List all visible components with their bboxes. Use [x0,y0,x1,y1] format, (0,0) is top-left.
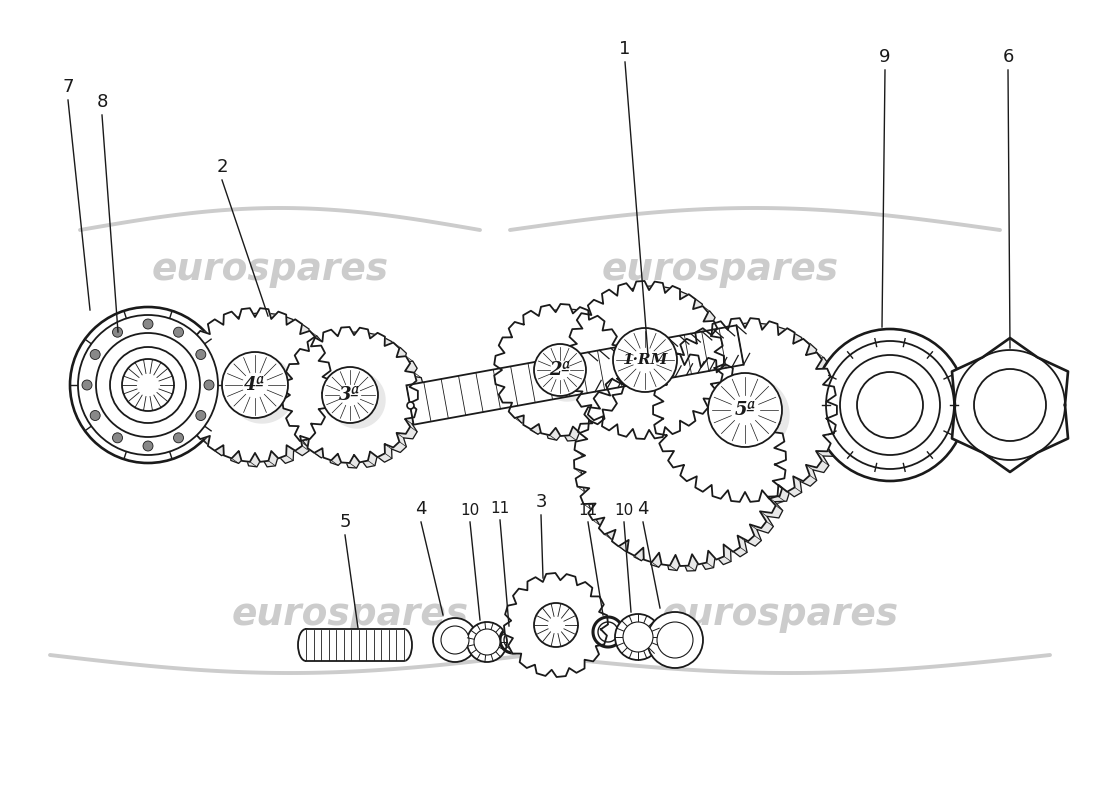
Circle shape [441,626,469,654]
Polygon shape [660,323,844,507]
Text: 4: 4 [416,500,427,518]
Circle shape [857,372,923,438]
Text: 7: 7 [63,78,74,96]
Text: 5: 5 [339,513,351,531]
Text: eurospares: eurospares [231,597,469,633]
Circle shape [534,603,578,647]
Polygon shape [581,359,793,571]
Circle shape [974,369,1046,441]
Circle shape [174,433,184,443]
Text: 1: 1 [619,40,630,58]
Circle shape [90,350,100,359]
Ellipse shape [298,629,314,661]
Circle shape [474,629,500,655]
Text: 4ª: 4ª [244,376,265,394]
Circle shape [112,327,122,337]
Circle shape [222,352,288,418]
Circle shape [204,380,214,390]
Circle shape [840,355,940,455]
Circle shape [96,333,200,437]
Text: 2ª: 2ª [549,361,571,379]
Text: eurospares: eurospares [602,252,838,288]
Text: 6: 6 [1002,48,1014,66]
Polygon shape [653,318,837,502]
Circle shape [657,622,693,658]
Text: 10: 10 [615,503,634,518]
Circle shape [70,307,226,463]
Polygon shape [504,573,608,677]
Polygon shape [502,309,632,441]
Circle shape [647,612,703,668]
Text: eurospares: eurospares [152,252,388,288]
Polygon shape [620,333,684,397]
Text: 1·RM: 1·RM [623,353,668,367]
Polygon shape [541,349,593,401]
Text: 10: 10 [461,503,480,518]
Polygon shape [573,286,730,444]
Circle shape [196,350,206,359]
Circle shape [322,367,378,423]
Polygon shape [566,281,724,439]
Text: 8: 8 [97,93,108,111]
Text: 5ª: 5ª [735,401,756,419]
Circle shape [143,319,153,329]
Circle shape [112,433,122,443]
Polygon shape [494,304,626,436]
Polygon shape [306,629,404,661]
Circle shape [623,622,653,652]
Ellipse shape [396,629,412,661]
Circle shape [433,618,477,662]
Circle shape [615,614,661,660]
Circle shape [468,622,507,662]
Circle shape [196,410,206,421]
Circle shape [174,327,184,337]
Circle shape [110,347,186,423]
Circle shape [78,315,218,455]
Text: eurospares: eurospares [661,597,899,633]
Text: 2: 2 [217,158,228,176]
Polygon shape [185,313,339,467]
Circle shape [143,441,153,451]
Polygon shape [574,354,786,566]
Polygon shape [178,308,332,462]
Text: 11: 11 [579,503,597,518]
Polygon shape [229,357,295,423]
Polygon shape [406,326,744,425]
Circle shape [90,410,100,421]
Polygon shape [329,372,385,428]
Circle shape [122,359,174,411]
Polygon shape [283,327,418,463]
Text: 3ª: 3ª [340,386,361,404]
Circle shape [613,328,676,392]
Polygon shape [289,332,425,468]
Text: 3: 3 [536,493,547,511]
Circle shape [814,329,966,481]
Polygon shape [955,350,1065,460]
Text: 4: 4 [637,500,649,518]
Text: 9: 9 [879,48,891,66]
Circle shape [534,344,586,396]
Polygon shape [715,378,789,452]
Circle shape [708,373,782,447]
Text: 11: 11 [491,501,509,516]
Circle shape [82,380,92,390]
Polygon shape [952,338,1068,472]
